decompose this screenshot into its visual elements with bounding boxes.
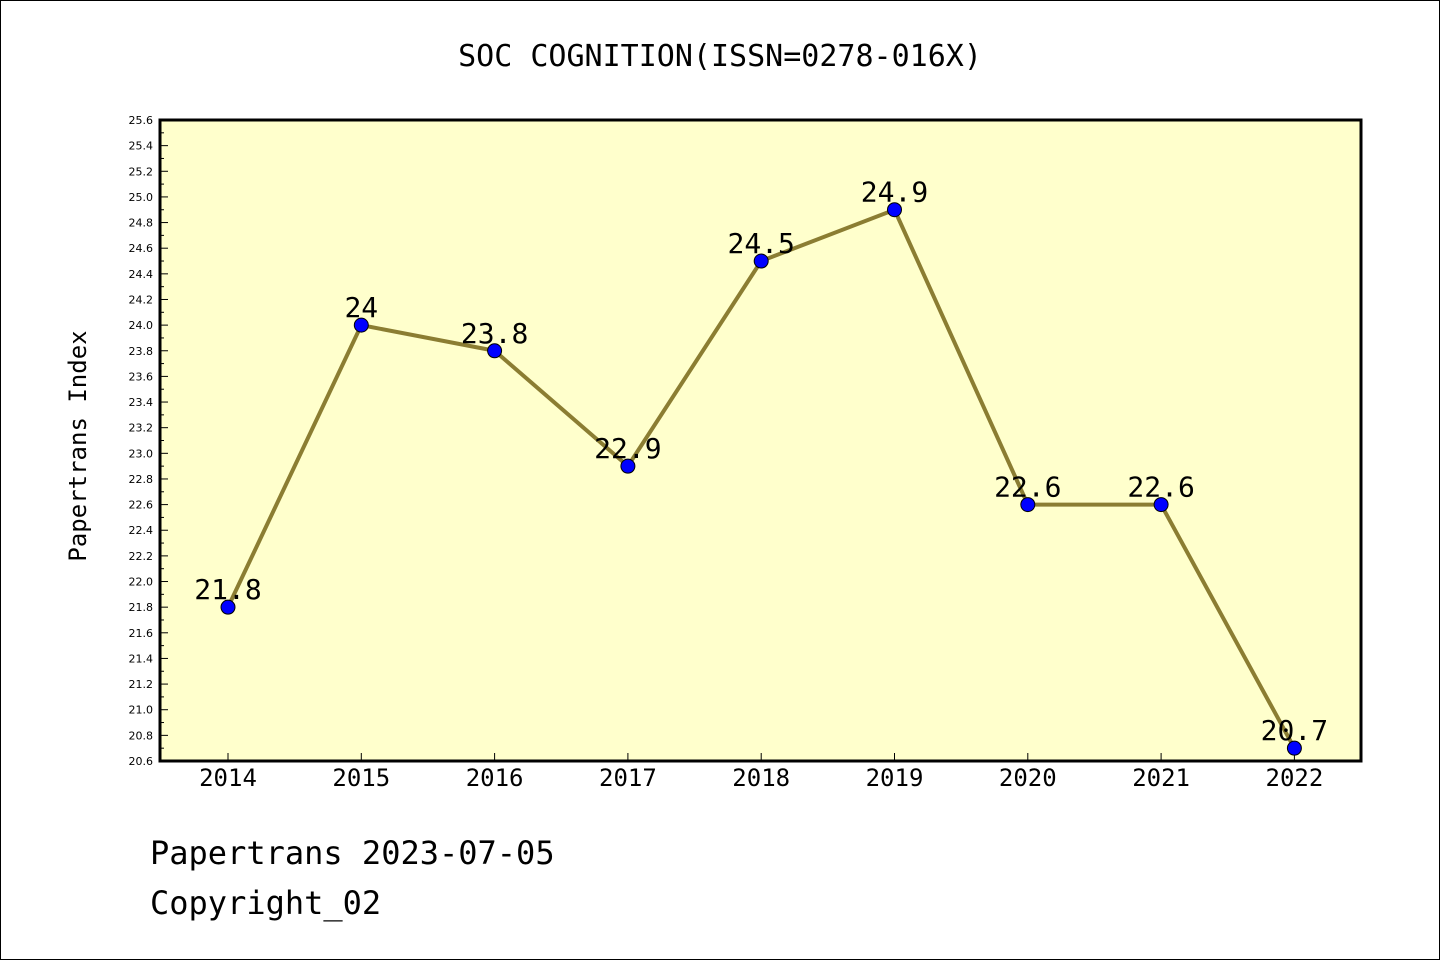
y-tick-label: 23.0	[129, 447, 154, 460]
y-tick-label: 22.4	[129, 524, 154, 537]
y-tick-label: 24.2	[129, 293, 154, 306]
data-point-marker	[1020, 497, 1036, 513]
y-tick-label: 24.8	[129, 217, 154, 230]
y-tick-label: 25.6	[129, 114, 154, 127]
y-tick-label: 21.8	[129, 601, 154, 614]
data-point-marker	[487, 343, 503, 359]
footer-copyright-line: Copyright_02	[150, 884, 382, 922]
x-tick-label: 2017	[599, 764, 657, 792]
y-tick-label: 21.6	[129, 627, 154, 640]
x-tick-label: 2018	[732, 764, 790, 792]
y-tick-label: 25.2	[129, 165, 154, 178]
y-tick-label: 20.8	[129, 729, 154, 742]
data-point-marker	[887, 202, 902, 218]
y-tick-label: 22.2	[129, 550, 154, 563]
data-label: 23.8	[461, 317, 528, 350]
x-tick-label: 2021	[1132, 764, 1190, 792]
y-tick-label: 23.2	[129, 422, 154, 435]
y-tick-label: 21.0	[129, 704, 154, 717]
y-tick-label: 22.8	[129, 473, 154, 486]
y-tick-label: 24.4	[129, 268, 154, 281]
y-axis-label: Papertrans Index	[64, 330, 92, 561]
data-point-marker	[1153, 497, 1169, 513]
data-markers	[220, 202, 1302, 756]
data-point-marker	[753, 253, 769, 269]
y-tick-label: 24.0	[129, 319, 154, 332]
y-tick-label: 23.6	[129, 370, 154, 383]
y-tick-label: 23.4	[129, 396, 154, 409]
data-label: 22.9	[594, 432, 661, 465]
x-tick-label: 2020	[999, 764, 1057, 792]
x-tick-label: 2015	[332, 764, 390, 792]
data-label: 21.8	[194, 573, 261, 606]
y-tick-label: 25.0	[129, 191, 154, 204]
chart-title: SOC COGNITION(ISSN=0278-016X)	[458, 39, 982, 74]
plot-area	[158, 118, 1363, 763]
data-label: 22.6	[994, 471, 1061, 504]
y-tick-label: 22.6	[129, 499, 154, 512]
y-tick-label: 24.6	[129, 242, 154, 255]
data-point-marker	[353, 317, 369, 333]
x-axis-ticks: 2014 2015 2016 2017 2018 2019 2020 2021 2022	[199, 753, 1323, 792]
x-tick-label: 2014	[199, 764, 257, 792]
data-label: 24.5	[727, 227, 794, 260]
y-tick-label: 20.6	[129, 755, 154, 768]
data-label: 24.9	[861, 176, 928, 209]
data-point-marker	[620, 458, 636, 474]
y-tick-label: 21.4	[129, 652, 154, 665]
footer-date-line: Papertrans 2023-07-05	[150, 834, 555, 872]
x-tick-label: 2019	[866, 764, 924, 792]
data-labels: 21.8 24 23.8 22.9 24.5 24.9 22.6 22.6 20.7	[194, 176, 1328, 747]
data-point-marker	[220, 599, 236, 615]
y-tick-label: 23.8	[129, 345, 154, 358]
y-axis-ticks: 20.6 20.8 21.0 21.2 21.4 21.6 21.8 22.0 22.2 22.4…	[129, 114, 168, 768]
data-point-marker	[1286, 740, 1302, 756]
y-tick-label: 21.2	[129, 678, 154, 691]
x-tick-label: 2022	[1266, 764, 1324, 792]
x-tick-label: 2016	[466, 764, 524, 792]
y-tick-label: 25.4	[129, 140, 154, 153]
y-tick-label: 22.0	[129, 576, 154, 589]
data-label: 20.7	[1261, 714, 1328, 747]
data-label: 22.6	[1127, 471, 1194, 504]
data-label: 24	[344, 291, 378, 324]
